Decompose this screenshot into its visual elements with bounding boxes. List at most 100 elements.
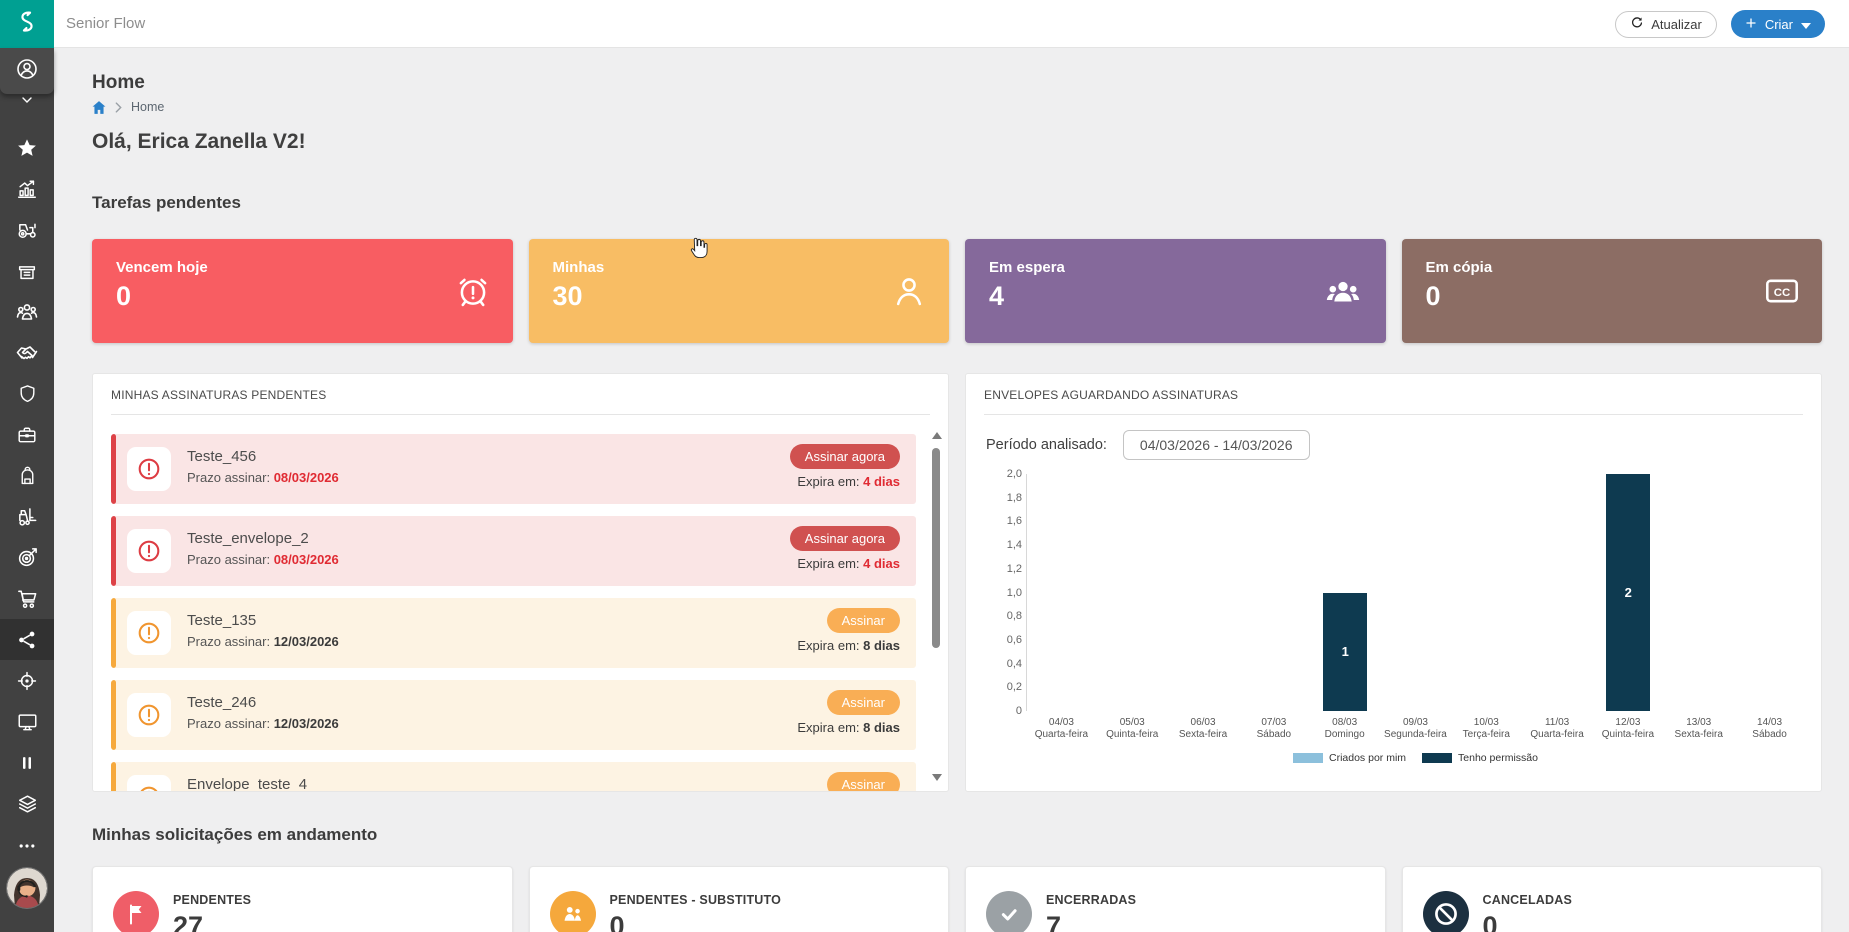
share-icon: [16, 629, 38, 651]
sidebar-item-goals[interactable]: [0, 537, 54, 578]
expires-value: 8 dias: [863, 720, 900, 735]
sidebar-account[interactable]: [0, 48, 54, 94]
bar-value-label: 1: [1341, 644, 1349, 660]
sidebar-item-agro[interactable]: [0, 209, 54, 250]
task-card-em-espera[interactable]: Em espera 4: [965, 239, 1386, 343]
refresh-button[interactable]: Atualizar: [1615, 10, 1717, 38]
sidebar-item-shopping[interactable]: [0, 578, 54, 619]
request-card-value: 27: [173, 911, 204, 932]
sign-button[interactable]: Assinar: [826, 772, 900, 791]
sidebar-more-button[interactable]: [0, 836, 54, 861]
handshake-icon: [15, 341, 39, 365]
sign-button[interactable]: Assinar agora: [789, 444, 900, 469]
scrollbar-down-arrow[interactable]: [932, 774, 942, 781]
sidebar-item-security[interactable]: [0, 373, 54, 414]
signature-list-item[interactable]: Teste_456 Prazo assinar: 08/03/2026 Assina…: [111, 434, 916, 504]
breadcrumb-item-home[interactable]: Home: [131, 100, 165, 114]
x-tick-date: 12/03: [1615, 717, 1641, 728]
alert-icon-box: [127, 775, 171, 791]
sidebar-item-monitor[interactable]: [0, 701, 54, 742]
y-tick-label: 0,8: [1006, 610, 1022, 623]
signature-list-item[interactable]: Envelope_teste_4 Assinar: [111, 762, 916, 791]
divider: [111, 414, 930, 415]
task-card-em-copia[interactable]: Em cópia 0 CC: [1401, 239, 1822, 343]
alert-icon-box: [127, 529, 171, 573]
sidebar-item-layers[interactable]: [0, 783, 54, 824]
request-card-encerradas[interactable]: ENCERRADAS 7: [965, 866, 1386, 932]
sidebar-item-flow[interactable]: [0, 619, 54, 660]
sign-button[interactable]: Assinar: [826, 690, 900, 715]
x-tick-date: 04/03: [1048, 717, 1074, 728]
legend-label: Criados por mim: [1329, 752, 1407, 764]
x-tick-weekday: Quinta-feira: [1106, 729, 1159, 740]
scrollbar-thumb[interactable]: [932, 448, 940, 648]
scrollbar-up-arrow[interactable]: [932, 432, 942, 439]
period-range-input[interactable]: 04/03/2026 - 14/03/2026: [1122, 430, 1310, 460]
shield-icon: [17, 383, 38, 405]
envelopes-panel-title: ENVELOPES AGUARDANDO ASSINATURAS: [984, 388, 1239, 402]
senior-logo[interactable]: [0, 0, 54, 48]
x-tick-date: 11/03: [1544, 717, 1570, 728]
account-chevron-down-icon[interactable]: [0, 90, 54, 108]
flag-icon: [113, 891, 159, 932]
sidebar-item-tracking[interactable]: [0, 660, 54, 701]
backpack-icon: [17, 465, 38, 487]
sidebar-item-package[interactable]: [0, 250, 54, 291]
sign-button[interactable]: Assinar agora: [789, 526, 900, 551]
sidebar-nav: [0, 127, 54, 824]
sidebar-item-people[interactable]: [0, 291, 54, 332]
chart-growth-icon: [16, 178, 38, 200]
envelope-name: Teste_456: [187, 448, 257, 465]
task-cards-row: Vencem hoje 0 Minhas 30 Em espera 4 Em cópia 0 C…: [92, 239, 1822, 343]
x-tick-label: 05/03 Quinta-feira: [1097, 717, 1168, 741]
task-card-minhas[interactable]: Minhas 30: [528, 239, 949, 343]
signature-list-item[interactable]: Teste_envelope_2 Prazo assinar: 08/03/202…: [111, 516, 916, 586]
signature-list-item[interactable]: Teste_135 Prazo assinar: 12/03/2026 Assina…: [111, 598, 916, 668]
user-avatar[interactable]: [7, 868, 47, 908]
sidebar-item-partners[interactable]: [0, 332, 54, 373]
deadline-text: Prazo assinar: 08/03/2026: [187, 552, 339, 567]
task-card-label: Em cópia: [1425, 259, 1493, 276]
request-card-label: ENCERRADAS: [1046, 893, 1137, 907]
x-tick-weekday: Sexta-feira: [1178, 729, 1228, 740]
bar-tenho-permissão-08-03: 1: [1323, 592, 1368, 711]
sidebar-item-backpack[interactable]: [0, 455, 54, 496]
bar-tenho-permissão-12-03: 2: [1606, 474, 1651, 711]
signature-list-item[interactable]: Teste_246 Prazo assinar: 12/03/2026 Assina…: [111, 680, 916, 750]
y-tick-label: 1,0: [1006, 586, 1022, 599]
svg-text:CC: CC: [1774, 287, 1790, 299]
cart-icon: [16, 587, 39, 610]
list-scrollbar[interactable]: [930, 432, 942, 781]
task-card-vencem-hoje[interactable]: Vencem hoje 0: [92, 239, 513, 343]
sidebar-item-pause[interactable]: [0, 742, 54, 783]
envelope-name: Teste_246: [187, 694, 257, 711]
sidebar-item-logistics[interactable]: [0, 496, 54, 537]
request-card-label: CANCELADAS: [1482, 893, 1572, 907]
sign-button[interactable]: Assinar: [826, 608, 900, 633]
deadline-text: Prazo assinar: 12/03/2026: [187, 634, 339, 649]
request-card-pendentes[interactable]: PENDENTES 27: [92, 866, 513, 932]
request-card-label: PENDENTES: [173, 893, 252, 907]
signatures-panel-title: MINHAS ASSINATURAS PENDENTES: [111, 388, 327, 402]
sidebar-item-favorites[interactable]: [0, 127, 54, 168]
x-tick-date: 09/03: [1402, 717, 1428, 728]
x-tick-date: 08/03: [1332, 717, 1358, 728]
request-cards-row: PENDENTES 27 PENDENTES - SUBSTITUTO 0 ENCERR…: [92, 866, 1822, 932]
x-tick-date: 07/03: [1261, 717, 1287, 728]
alert-circle-icon: [136, 702, 162, 728]
create-button[interactable]: Criar: [1730, 10, 1825, 38]
main-content: Home Home Olá, Erica Zanella V2! Tarefas…: [54, 48, 1849, 932]
sidebar-item-analytics[interactable]: [0, 168, 54, 209]
sidebar-item-briefcase[interactable]: [0, 414, 54, 455]
layers-icon: [16, 793, 39, 815]
home-icon[interactable]: [92, 100, 106, 114]
x-tick-label: 06/03 Sexta-feira: [1168, 717, 1239, 741]
item-actions: Assinar agora Expira em: 4 dias: [789, 526, 900, 571]
request-card-canceladas[interactable]: CANCELADAS 0: [1401, 866, 1822, 932]
request-card-value: 0: [609, 911, 625, 932]
request-card-pendentes-substituto[interactable]: PENDENTES - SUBSTITUTO 0: [528, 866, 949, 932]
page-title: Home: [92, 72, 145, 93]
x-tick-label: 14/03 Sábado: [1734, 717, 1805, 741]
requests-section-title: Minhas solicitações em andamento: [92, 825, 378, 844]
task-card-label: Em espera: [989, 259, 1065, 276]
